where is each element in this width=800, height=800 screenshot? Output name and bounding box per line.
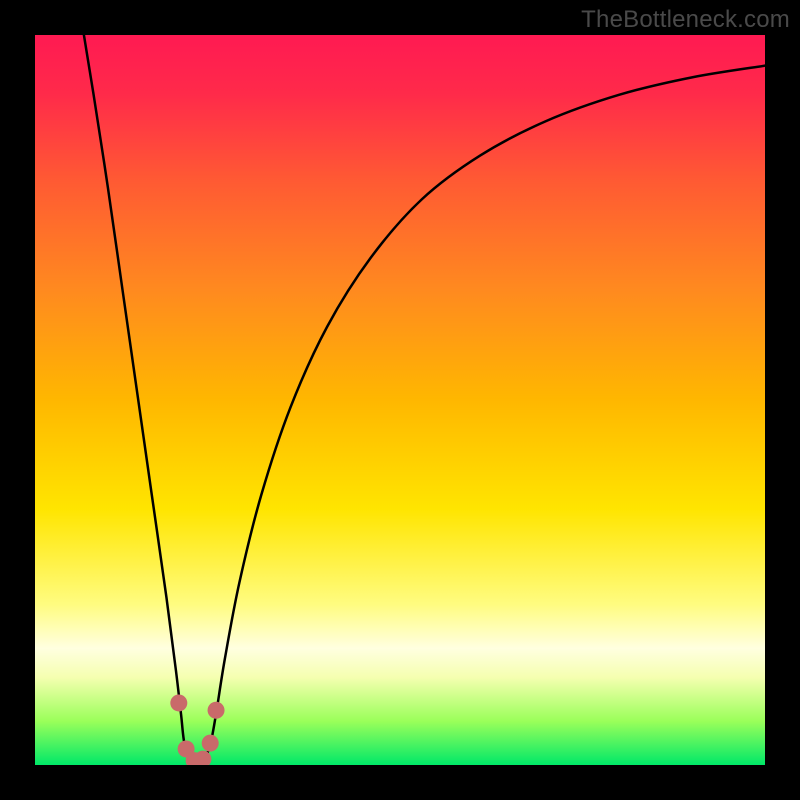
bottleneck-chart xyxy=(35,35,765,765)
watermark-text: TheBottleneck.com xyxy=(581,6,790,34)
marker-point xyxy=(202,735,219,752)
marker-point xyxy=(208,702,225,719)
marker-point xyxy=(170,694,187,711)
chart-background xyxy=(35,35,765,765)
